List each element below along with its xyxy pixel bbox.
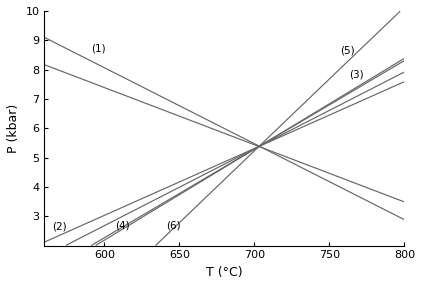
Text: (5): (5) (340, 45, 354, 55)
Text: (1): (1) (91, 43, 106, 53)
Y-axis label: P (kbar): P (kbar) (7, 104, 20, 153)
X-axis label: T (°C): T (°C) (206, 266, 243, 279)
Text: (2): (2) (52, 222, 67, 232)
Text: (3): (3) (349, 69, 364, 79)
Text: (4): (4) (115, 221, 130, 231)
Text: (6): (6) (166, 221, 181, 231)
